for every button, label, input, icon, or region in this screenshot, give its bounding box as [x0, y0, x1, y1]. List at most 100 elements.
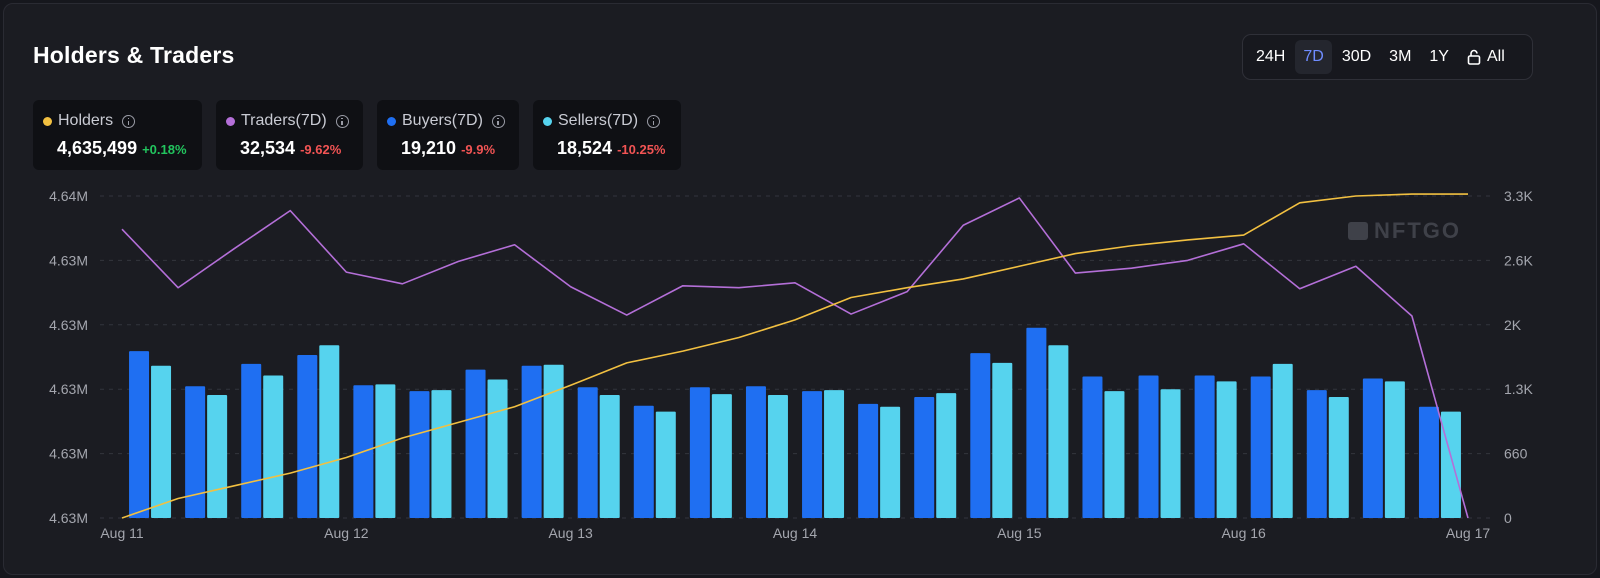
sellers-bar	[1328, 397, 1349, 518]
buyers-bar	[633, 405, 654, 518]
traders-line	[121, 197, 1469, 519]
info-icon[interactable]	[122, 114, 136, 128]
y-left-tick: 4.63M	[49, 510, 88, 526]
sellers-bar	[1048, 345, 1069, 518]
info-icon[interactable]	[647, 114, 661, 128]
x-tick: Aug 11	[100, 525, 144, 541]
watermark-text: NFTGO	[1374, 218, 1461, 243]
x-tick: Aug 14	[773, 525, 818, 541]
y-left-tick: 4.63M	[49, 446, 88, 462]
sellers-bar	[1384, 381, 1405, 518]
x-tick: Aug 15	[997, 525, 1042, 541]
sellers-bar	[936, 393, 957, 518]
holders-line	[121, 193, 1468, 519]
y-right-tick: 2.6K	[1504, 252, 1533, 268]
range-1y-button[interactable]: 1Y	[1429, 48, 1449, 65]
y-right-tick: 2K	[1504, 317, 1522, 333]
buyers-bar	[129, 351, 150, 518]
sellers-bar	[375, 384, 396, 518]
sellers-bar	[263, 375, 284, 518]
buyers-dot	[387, 116, 396, 126]
stat-sellers-label: Sellers(7D)	[558, 112, 639, 129]
info-icon[interactable]	[491, 114, 505, 128]
stat-buyers-value: 19,210	[401, 138, 457, 158]
lock-icon	[1467, 49, 1481, 65]
range-24h-button[interactable]: 24H	[1256, 48, 1286, 65]
range-7d-button[interactable]: 7D	[1295, 40, 1332, 74]
traders-dot	[226, 116, 235, 126]
stat-holders-label: Holders	[58, 112, 114, 129]
y-right-tick: 660	[1504, 446, 1528, 462]
sellers-bar	[1272, 363, 1293, 518]
sellers-bar	[1160, 389, 1181, 518]
buyers-bar	[409, 391, 430, 518]
range-all-label: All	[1486, 48, 1505, 65]
nftgo-watermark: NFTGO	[1348, 218, 1461, 244]
sellers-bar	[319, 345, 340, 518]
buyers-bar	[577, 387, 598, 518]
holders-dot	[43, 116, 52, 126]
sellers-bar	[1104, 391, 1125, 518]
buyers-bar	[1138, 375, 1159, 518]
stat-holders-value: 4,635,499	[57, 138, 138, 158]
sellers-bar	[655, 411, 676, 518]
buyers-bar	[745, 386, 766, 518]
sellers-bar	[1440, 411, 1461, 518]
buyers-bar	[185, 386, 206, 518]
sellers-bar	[487, 379, 508, 518]
y-left-tick: 4.63M	[49, 317, 88, 333]
stat-buyers-label: Buyers(7D)	[402, 112, 483, 129]
range-30d-button[interactable]: 30D	[1341, 48, 1372, 65]
buyers-bar	[241, 363, 262, 518]
buyers-bar	[970, 353, 991, 518]
buyers-bar	[1306, 390, 1327, 518]
buyers-bar	[1250, 376, 1271, 518]
range-all-button[interactable]: All	[1459, 40, 1513, 74]
stat-sellers-value: 18,524	[557, 138, 613, 158]
y-right-tick: 1.3K	[1504, 381, 1533, 397]
buyers-bar	[1418, 406, 1439, 518]
stat-sellers-change: -10.25%	[617, 142, 666, 157]
stat-traders-label: Traders(7D)	[241, 112, 327, 129]
x-tick: Aug 16	[1221, 525, 1266, 541]
buyers-bar	[689, 387, 710, 518]
buyers-bar	[1194, 375, 1215, 518]
x-tick: Aug 17	[1446, 525, 1491, 541]
stat-buyers: Buyers(7D) 19,210 -9.9%	[377, 100, 519, 170]
y-left-tick: 4.63M	[49, 252, 88, 268]
time-range-selector: 24H 7D 30D 3M 1Y All	[1242, 34, 1533, 80]
buyers-bar	[465, 369, 486, 518]
buyers-bar	[858, 403, 879, 518]
stat-traders: Traders(7D) 32,534 -9.62%	[216, 100, 363, 170]
nftgo-logo-icon	[1348, 222, 1368, 240]
y-left-tick: 4.64M	[49, 188, 88, 204]
buyers-bar	[1082, 376, 1103, 518]
sellers-dot	[543, 116, 552, 126]
y-right-tick: 3.3K	[1504, 188, 1533, 204]
info-icon[interactable]	[335, 114, 349, 128]
stat-traders-value: 32,534	[240, 138, 296, 158]
sellers-bar	[207, 395, 228, 518]
buyers-bar	[1026, 327, 1047, 518]
stat-traders-change: -9.62%	[300, 142, 342, 157]
y-right-tick: 0	[1504, 510, 1512, 526]
chart-title: Holders & Traders	[33, 42, 235, 68]
sellers-bar	[151, 365, 172, 518]
range-3m-button[interactable]: 3M	[1389, 48, 1412, 65]
sellers-bar	[880, 406, 901, 518]
sellers-bar	[599, 395, 620, 518]
buyers-bar	[914, 397, 935, 518]
stat-buyers-change: -9.9%	[461, 142, 496, 157]
sellers-bar	[1216, 381, 1237, 518]
buyers-bar	[802, 391, 823, 518]
sellers-bar	[992, 362, 1013, 518]
sellers-bar	[431, 390, 452, 518]
stat-sellers: Sellers(7D) 18,524 -10.25%	[533, 100, 681, 170]
sellers-bar	[711, 394, 732, 518]
sellers-bar	[543, 364, 564, 518]
y-left-tick: 4.63M	[49, 381, 88, 397]
x-tick: Aug 12	[324, 525, 369, 541]
sellers-bar	[824, 390, 845, 518]
x-tick: Aug 13	[548, 525, 593, 541]
